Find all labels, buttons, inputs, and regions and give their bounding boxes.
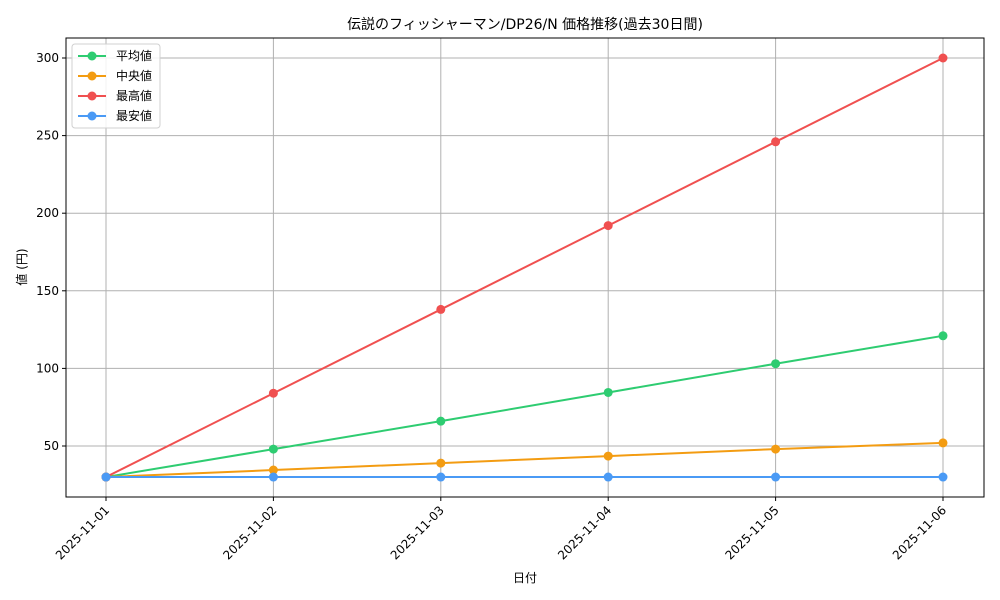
data-point [771,359,781,369]
x-axis-label: 日付 [513,571,537,585]
series-line [101,438,948,482]
data-point [603,451,613,461]
grid-lines [66,38,984,497]
data-point [938,331,948,341]
y-tick-label: 300 [36,51,59,65]
x-tick-label: 2025-11-02 [220,503,279,562]
data-point [436,458,446,468]
y-tick-label: 150 [36,284,59,298]
data-point [603,221,613,231]
data-point [603,387,613,397]
data-point [938,438,948,448]
y-tick-label: 200 [36,206,59,220]
data-point [268,465,278,475]
series-line [101,472,948,482]
data-point [603,472,613,482]
legend-item: 中央値 [78,68,152,83]
data-point [268,388,278,398]
y-tick-label: 50 [44,439,59,453]
data-point [771,472,781,482]
y-tick-label: 100 [36,361,59,375]
data-point [938,53,948,63]
x-tick-label: 2025-11-06 [890,503,949,562]
data-point [436,416,446,426]
x-axis-ticks: 2025-11-01 2025-11-02 2025-11-03 2025-11-04… [53,497,949,562]
svg-text:平均値: 平均値 [116,48,152,63]
data-point [771,137,781,147]
x-tick-label: 2025-11-04 [555,503,614,562]
legend-item: 最高値 [78,88,152,103]
x-tick-label: 2025-11-01 [53,503,112,562]
y-axis-ticks: 50 100 150 200 250 300 [36,51,66,453]
legend-item: 平均値 [78,48,152,63]
data-point [436,304,446,314]
svg-text:最高値: 最高値 [116,88,152,103]
y-tick-label: 250 [36,129,59,143]
chart-title: 伝説のフィッシャーマン/DP26/N 価格推移(過去30日間) [347,17,703,33]
data-point [101,472,111,482]
series-line [101,331,948,482]
data-point [268,472,278,482]
plot-frame [65,37,985,498]
y-axis-label: 値 (円) [14,248,29,285]
data-point [436,472,446,482]
x-tick-label: 2025-11-03 [388,503,447,562]
x-tick-label: 2025-11-05 [723,503,782,562]
data-series [101,53,948,482]
data-point [938,472,948,482]
data-point [771,444,781,454]
svg-text:中央値: 中央値 [116,68,152,83]
svg-text:最安値: 最安値 [116,108,152,123]
data-point [268,444,278,454]
legend-item: 最安値 [78,108,152,123]
series-line [101,53,948,482]
